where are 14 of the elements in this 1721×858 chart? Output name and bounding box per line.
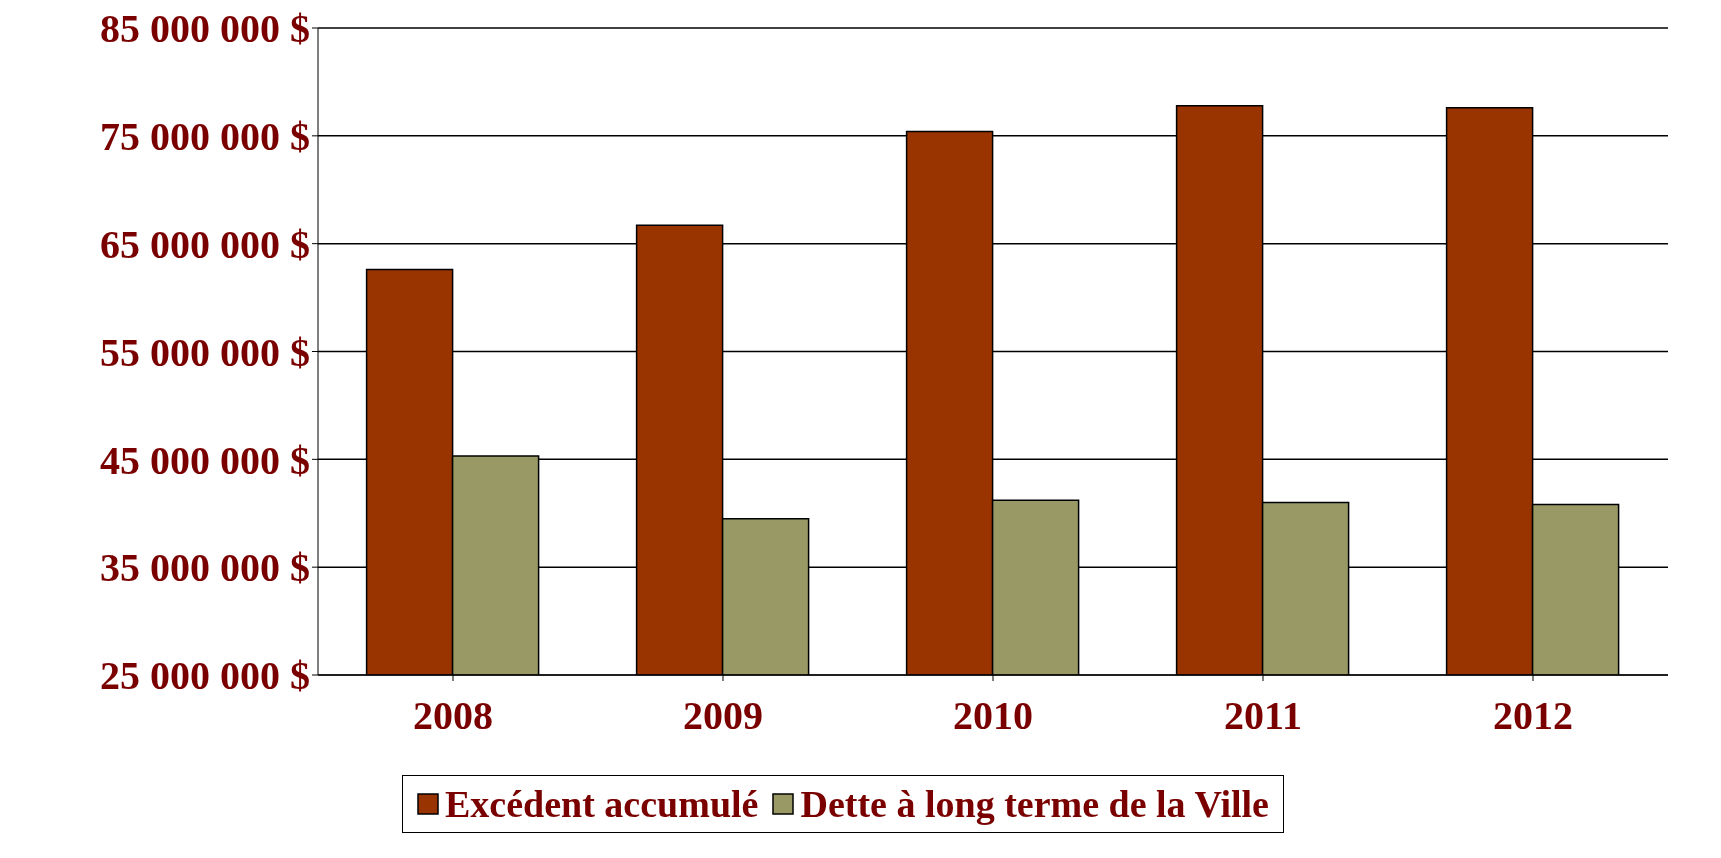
y-tick-label: 65 000 000 $ bbox=[100, 221, 310, 267]
y-tick-label: 25 000 000 $ bbox=[100, 653, 310, 699]
y-tick-label: 55 000 000 $ bbox=[100, 329, 310, 375]
x-tick-label: 2012 bbox=[1493, 693, 1573, 739]
x-tick-label: 2011 bbox=[1224, 693, 1302, 739]
y-tick-label: 45 000 000 $ bbox=[100, 437, 310, 483]
y-tick-label: 35 000 000 $ bbox=[100, 545, 310, 591]
x-tick-label: 2008 bbox=[413, 693, 493, 739]
legend-label: Excédent accumulé bbox=[444, 782, 759, 826]
y-tick-label: 85 000 000 $ bbox=[100, 6, 310, 52]
legend-label: Dette à long terme de la Ville bbox=[799, 782, 1269, 826]
x-tick-label: 2009 bbox=[683, 693, 763, 739]
x-tick-label: 2010 bbox=[953, 693, 1033, 739]
y-tick-label: 75 000 000 $ bbox=[100, 114, 310, 160]
